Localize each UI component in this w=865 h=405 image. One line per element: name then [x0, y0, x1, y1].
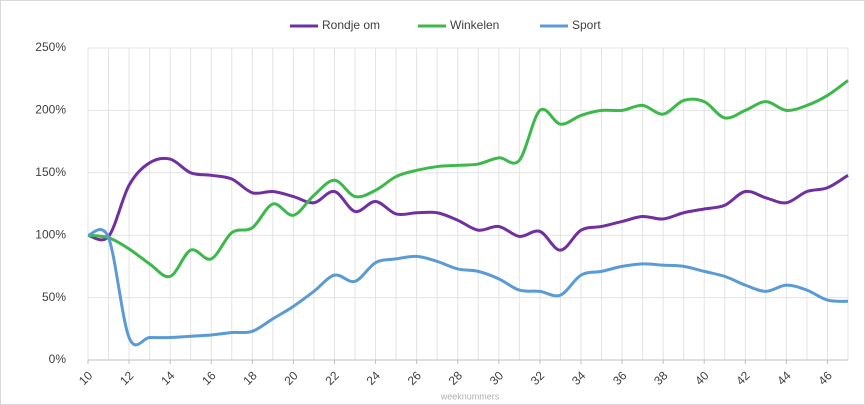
y-tick-label: 50% — [42, 290, 66, 304]
legend-label: Winkelen — [450, 18, 499, 32]
y-tick-label: 250% — [35, 40, 66, 54]
y-tick-label: 150% — [35, 165, 66, 179]
legend-label: Sport — [572, 18, 601, 32]
y-tick-label: 100% — [35, 227, 66, 241]
series-line — [87, 79, 849, 279]
y-tick-label: 200% — [35, 103, 66, 117]
legend-label: Rondje om — [322, 18, 380, 32]
x-axis-label: weeknummers — [440, 391, 500, 401]
series-line — [87, 156, 849, 252]
series-line — [87, 228, 849, 347]
y-tick-label: 0% — [49, 352, 67, 366]
